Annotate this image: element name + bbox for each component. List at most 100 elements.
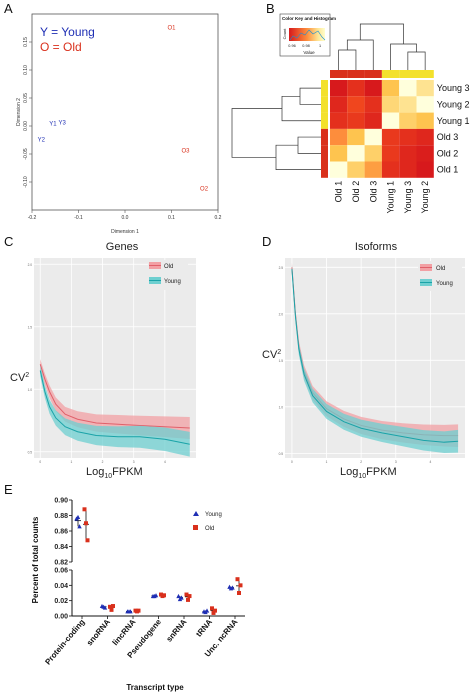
heatmap-row-label: Young 1 [437,116,470,126]
heatmap-column-label: Old 2 [351,181,361,203]
panel-d-xlabel-main: Log [340,466,358,478]
panel-a-point-o3: O3 [181,148,190,154]
panel-c-genes-cv-plot: Genes 0.51.01.52.00 1 2 3 4 Old Young CV2 Lo… [10,241,196,480]
panel-a-point-o2: O2 [200,186,209,192]
heatmap-row-label: Old 2 [437,148,459,158]
heatmap-cell [330,145,348,162]
heatmap-cell [347,161,365,178]
panel-e-old-point [84,521,88,526]
color-key-title: Color Key and Histogram [282,16,336,21]
ytick-label: 1.0 [28,388,33,392]
heatmap-column-group-bar [416,70,434,78]
color-key-tick-label: 1 [319,44,321,48]
panel-c-title: Genes [106,241,139,253]
heatmap-cell [330,80,348,97]
panel-c-legend-young-label: Young [164,279,181,285]
panel-label-b: B [266,1,275,16]
panel-a-ytick-label: 0.05 [23,93,29,103]
heatmap-row-group-bar [321,128,328,146]
panel-c-ylabel-sup: 2 [25,372,29,379]
color-key-tick-label: 0.96 [288,44,295,48]
heatmap-cell [416,96,434,113]
xtick-label: 1 [326,460,328,464]
panel-d-xlabel-tail: FPKM [366,466,397,478]
panel-e-old-point [82,507,87,512]
panel-e-old-point [109,607,114,612]
heatmap-cell [364,96,382,113]
heatmap-column-label: Young 1 [386,181,396,214]
panel-a-point-y2: Y2 [38,138,46,144]
row-dendrogram-branch [297,136,321,154]
heatmap-cell [364,80,382,97]
panel-a-xtick-label: 0.0 [122,215,129,221]
panel-d-ylabel: CV2 [262,349,281,361]
column-dendrogram-branch [359,23,404,44]
panel-e-young-point [176,593,181,599]
heatmap-row-group-bar [321,112,328,129]
ytick-label: 2.0 [279,312,284,316]
series-young-band [40,364,190,457]
heatmap-column-label: Young 2 [420,181,430,214]
panel-e-xlabel: Transcript type [126,683,184,692]
panel-e-legend-young-marker [193,511,199,516]
panel-d-isoforms-cv-plot: Isoforms 0.51.01.52.02.50 1 2 3 4 Old Young … [262,241,465,480]
panel-e-old-point [238,583,243,588]
panel-e-upper-ytick-label: 0.84 [54,544,68,551]
panel-e-upper-ytick-label: 0.90 [54,498,68,505]
xtick-label: 2 [360,460,362,464]
heatmap-row-group-bar [321,96,328,113]
panel-d-legend-young-label: Young [436,281,453,287]
panel-e-lower-ytick-label: 0.00 [54,614,68,621]
panel-a-ytick-label: 0.15 [23,37,29,47]
panel-e-category-label: lincRNA [111,617,138,647]
heatmap-row-label: Young 2 [437,99,470,109]
heatmap-column-group-bar [364,70,382,78]
heatmap-cell [330,161,348,178]
panel-label-e: E [4,482,13,497]
panel-a-ytick-label: -0.10 [23,176,29,188]
panel-d-legend-old-label: Old [436,266,445,272]
heatmap-cell [416,145,434,162]
panel-e-young-point [204,608,210,613]
ytick-label: 0.5 [279,452,284,456]
panel-e-legend-old-label: Old [205,526,214,532]
color-key-gradient [289,28,325,41]
panel-label-a: A [4,1,13,16]
heatmap-cell [381,80,400,97]
panel-e-old-point [186,597,190,602]
panel-e-transcript-type-plot: Percent of total counts Transcript type … [31,498,245,692]
panel-c-ylabel: CV2 [10,372,29,384]
heatmap-cell [399,145,417,162]
heatmap-cell [381,161,400,178]
heatmap-cell [399,96,417,113]
heatmap-column-group-bar [381,70,400,78]
heatmap-cell [416,128,434,146]
color-key-ylabel: Count [282,28,287,40]
panel-e-legend-old-marker [193,525,198,530]
heatmap-row-group-bar [321,80,328,97]
heatmap-cell [347,112,365,129]
panel-d-title: Isoforms [355,241,398,253]
panel-a-ytick-label: -0.05 [23,148,29,160]
panel-e-young-point [179,595,184,600]
panel-c-legend-old-label: Old [164,264,173,270]
heatmap-cell [399,128,417,146]
panel-d-ylabel-sup: 2 [277,349,281,356]
heatmap-cell [381,96,400,113]
panel-e-old-point [111,604,115,609]
panel-e-upper-ytick-label: 0.88 [54,513,68,520]
panel-c-xlabel: Log10FPKM [86,466,143,480]
xtick-label: 0 [291,460,293,464]
panel-d-legend: Old Young [418,261,462,291]
panel-a-ytick-label: 0.00 [23,121,29,131]
panel-b-heatmap: Color Key and Histogram Value Count 0.96… [231,13,470,214]
column-dendrogram-branch [346,39,374,70]
panel-e-young-point [230,585,235,590]
heatmap-row-label: Old 3 [437,132,459,142]
xtick-label: 3 [395,460,397,464]
panel-e-old-point [210,606,214,611]
heatmap-row-label: Old 1 [437,165,459,175]
panel-e-category-label: snRNA [164,617,188,643]
heatmap-cell [399,161,417,178]
panel-e-young-point [75,514,81,520]
